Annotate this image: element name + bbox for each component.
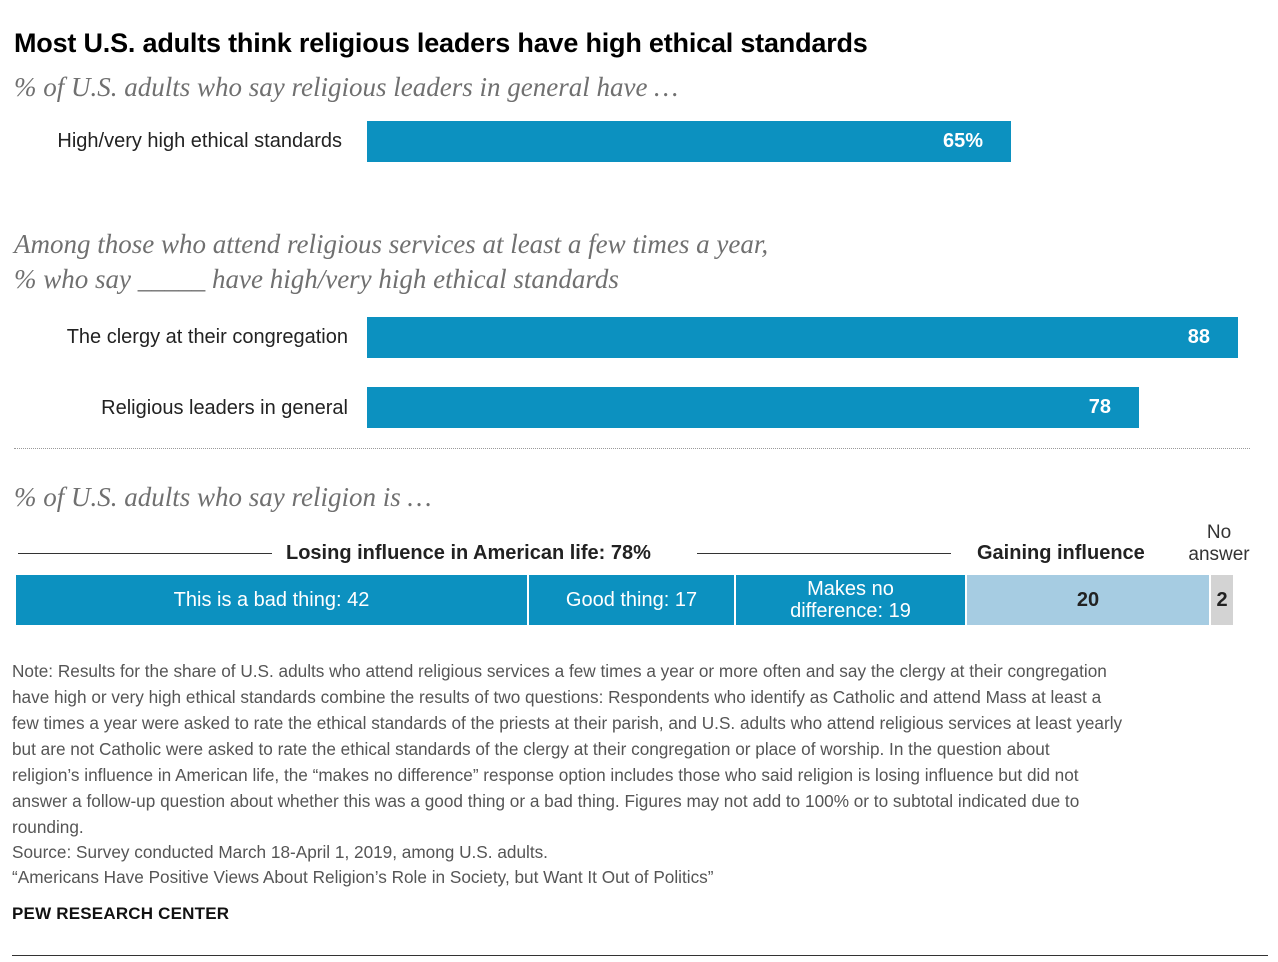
segment-no-difference-line2: difference: 19 xyxy=(790,600,911,622)
segment-no-difference: Makes no difference: 19 xyxy=(736,575,965,625)
losing-bracket-right xyxy=(697,553,951,554)
note-line: religion’s influence in American life, t… xyxy=(12,765,1079,785)
no-answer-line1: No xyxy=(1206,522,1232,543)
report-title: “Americans Have Positive Views About Rel… xyxy=(12,867,714,887)
bar-value-high-standards: 65% xyxy=(942,130,983,152)
segment-bad-thing: This is a bad thing: 42 xyxy=(16,575,527,625)
bar-label-high-standards: High/very high ethical standards xyxy=(57,130,342,152)
note-line: rounding. xyxy=(12,817,84,837)
section3-subtitle: % of U.S. adults who say religion is … xyxy=(14,482,432,512)
bar-label-clergy-congregation: The clergy at their congregation xyxy=(66,326,348,348)
segment-no-answer-label: 2 xyxy=(1216,589,1228,611)
section1-subtitle: % of U.S. adults who say religious leade… xyxy=(14,72,679,102)
note: Note: Results for the share of U.S. adul… xyxy=(12,658,1264,840)
segment-gaining: 20 xyxy=(967,575,1209,625)
note-line: but are not Catholic were asked to rate … xyxy=(12,739,1050,759)
bar-value-clergy-congregation: 88 xyxy=(1187,326,1210,348)
bar-leaders-general: 78 xyxy=(367,387,1139,428)
bottom-rule xyxy=(12,955,1268,956)
no-answer-line2: answer xyxy=(1188,544,1250,565)
bar-clergy-congregation: 88 xyxy=(367,317,1238,358)
pew-logo-text: PEW RESEARCH CENTER xyxy=(12,904,230,923)
losing-influence-label: Losing influence in American life: 78% xyxy=(286,542,651,564)
segment-good-thing: Good thing: 17 xyxy=(529,575,734,625)
segment-no-answer: 2 xyxy=(1211,575,1233,625)
note-line: Note: Results for the share of U.S. adul… xyxy=(12,661,1107,681)
segment-good-thing-label: Good thing: 17 xyxy=(565,589,698,611)
bar-value-leaders-general: 78 xyxy=(1088,396,1111,418)
no-answer-label: No answer xyxy=(1180,522,1258,566)
gaining-influence-label: Gaining influence xyxy=(977,542,1145,564)
bar-high-standards: 65% xyxy=(367,121,1011,162)
bar-label-leaders-general: Religious leaders in general xyxy=(101,397,348,419)
section-divider xyxy=(14,448,1250,449)
section2-subtitle-line2: % who say _____ have high/very high ethi… xyxy=(14,264,619,294)
losing-bracket-left xyxy=(18,553,272,554)
note-line: answer a follow-up question about whethe… xyxy=(12,791,1080,811)
note-line: few times a year were asked to rate the … xyxy=(12,713,1123,733)
section2-subtitle-line1: Among those who attend religious service… xyxy=(14,229,769,259)
segment-no-difference-line1: Makes no xyxy=(807,578,894,600)
source-text: Source: Survey conducted March 18-April … xyxy=(12,842,548,862)
chart-title: Most U.S. adults think religious leaders… xyxy=(14,28,868,58)
note-line: have high or very high ethical standards… xyxy=(12,687,1102,707)
segment-gaining-label: 20 xyxy=(1076,589,1100,611)
segment-bad-thing-label: This is a bad thing: 42 xyxy=(173,589,370,611)
